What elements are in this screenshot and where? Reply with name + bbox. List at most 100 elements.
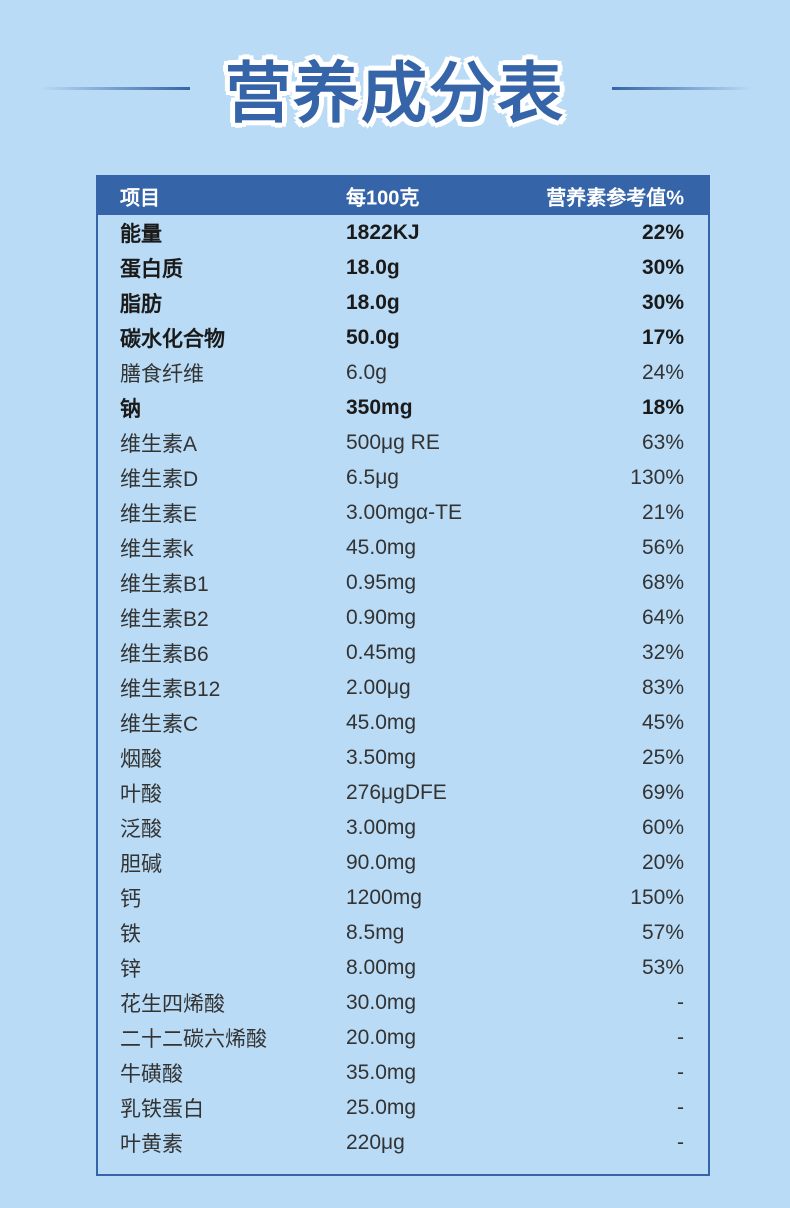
table-row: 叶酸 276μgDFE 69% (98, 775, 708, 810)
cell-nrv: 22% (641, 220, 684, 244)
cell-item: 叶酸 (120, 782, 162, 806)
table-row: 脂肪 18.0g 30% (98, 285, 708, 320)
title-divider-right (612, 87, 752, 90)
cell-per-100g: 0.45mg (346, 640, 417, 664)
table-row: 能量 1822KJ 22% (98, 215, 708, 250)
cell-per-100g: 25.0mg (346, 1095, 417, 1119)
cell-per-100g: 1822KJ (346, 220, 420, 244)
table-row: 牛磺酸 35.0mg - (98, 1055, 708, 1090)
cell-per-100g: 3.50mg (346, 745, 417, 769)
table-row: 钠 350mg 18% (98, 390, 708, 425)
cell-item: 锌 (120, 957, 141, 981)
table-row: 维生素E 3.00mgα-TE 21% (98, 495, 708, 530)
table-row: 维生素B1 0.95mg 68% (98, 565, 708, 600)
cell-nrv: 68% (641, 570, 684, 594)
table-row: 碳水化合物 50.0g 17% (98, 320, 708, 355)
cell-item: 维生素C (120, 712, 199, 736)
table-row: 泛酸 3.00mg 60% (98, 810, 708, 845)
cell-per-100g: 45.0mg (346, 535, 417, 559)
cell-per-100g: 8.00mg (346, 955, 417, 979)
cell-nrv: 150% (630, 885, 684, 909)
cell-per-100g: 18.0g (346, 290, 400, 314)
cell-per-100g: 50.0g (346, 325, 400, 349)
table-body: 能量 1822KJ 22% 蛋白质 18.0g 30% 脂肪 18.0g 30% 碳水化合物 50.… (98, 215, 708, 1160)
cell-per-100g: 0.95mg (346, 570, 417, 594)
table-row: 维生素B12 2.00μg 83% (98, 670, 708, 705)
page-title: 营养成分表 (225, 56, 565, 130)
cell-item: 铁 (120, 922, 141, 946)
cell-per-100g: 90.0mg (346, 850, 417, 874)
cell-item: 钠 (120, 397, 141, 421)
title-divider-left (40, 87, 190, 90)
cell-nrv: - (677, 1025, 684, 1049)
header-nrv: 营养素参考值% (546, 187, 684, 210)
cell-per-100g: 500μg RE (346, 430, 440, 454)
cell-item: 维生素B6 (120, 642, 209, 666)
cell-item: 维生素D (120, 467, 199, 491)
nutrition-table: 项目 每100克 营养素参考值% 能量 1822KJ 22% 蛋白质 18.0g 30% 脂… (96, 175, 710, 1176)
cell-nrv: 57% (641, 920, 684, 944)
cell-item: 维生素B12 (120, 677, 221, 701)
cell-nrv: 69% (641, 780, 684, 804)
cell-nrv: - (677, 1060, 684, 1084)
cell-item: 能量 (120, 222, 162, 246)
cell-item: 牛磺酸 (120, 1062, 183, 1086)
cell-nrv: 56% (641, 535, 684, 559)
table-row: 膳食纤维 6.0g 24% (98, 355, 708, 390)
cell-item: 泛酸 (120, 817, 162, 841)
cell-nrv: 45% (641, 710, 684, 734)
table-row: 二十二碳六烯酸 20.0mg - (98, 1020, 708, 1055)
header-item: 项目 (120, 187, 160, 210)
cell-item: 乳铁蛋白 (120, 1097, 204, 1121)
cell-nrv: 32% (641, 640, 684, 664)
table-row: 烟酸 3.50mg 25% (98, 740, 708, 775)
table-row: 乳铁蛋白 25.0mg - (98, 1090, 708, 1125)
cell-item: 碳水化合物 (120, 327, 225, 351)
table-row: 维生素B6 0.45mg 32% (98, 635, 708, 670)
cell-per-100g: 276μgDFE (346, 780, 447, 804)
cell-per-100g: 1200mg (346, 885, 422, 909)
cell-nrv: - (677, 990, 684, 1014)
table-header: 项目 每100克 营养素参考值% (98, 177, 708, 215)
table-row: 锌 8.00mg 53% (98, 950, 708, 985)
cell-nrv: 63% (641, 430, 684, 454)
cell-item: 膳食纤维 (120, 362, 204, 386)
cell-per-100g: 18.0g (346, 255, 400, 279)
cell-nrv: 64% (641, 605, 684, 629)
cell-per-100g: 6.0g (346, 360, 387, 384)
cell-per-100g: 20.0mg (346, 1025, 417, 1049)
cell-item: 胆碱 (120, 852, 162, 876)
cell-per-100g: 45.0mg (346, 710, 417, 734)
table-row: 维生素D 6.5μg 130% (98, 460, 708, 495)
cell-item: 脂肪 (120, 292, 162, 316)
table-row: 维生素A 500μg RE 63% (98, 425, 708, 460)
cell-item: 维生素A (120, 432, 198, 456)
table-row: 维生素C 45.0mg 45% (98, 705, 708, 740)
cell-nrv: - (677, 1095, 684, 1119)
cell-nrv: 20% (641, 850, 684, 874)
cell-per-100g: 8.5mg (346, 920, 405, 944)
table-row: 花生四烯酸 30.0mg - (98, 985, 708, 1020)
table-row: 维生素k 45.0mg 56% (98, 530, 708, 565)
cell-nrv: 25% (641, 745, 684, 769)
cell-per-100g: 30.0mg (346, 990, 417, 1014)
cell-nrv: 18% (641, 395, 684, 419)
cell-item: 钙 (120, 887, 141, 911)
cell-item: 蛋白质 (120, 257, 183, 281)
cell-nrv: 130% (630, 465, 684, 489)
table-row: 铁 8.5mg 57% (98, 915, 708, 950)
cell-item: 维生素k (120, 537, 194, 561)
cell-per-100g: 350mg (346, 395, 413, 419)
cell-per-100g: 3.00mgα-TE (346, 500, 463, 524)
table-row: 叶黄素 220μg - (98, 1125, 708, 1160)
cell-item: 二十二碳六烯酸 (120, 1027, 267, 1051)
cell-item: 维生素E (120, 502, 198, 526)
cell-nrv: 24% (641, 360, 684, 384)
cell-nrv: 30% (641, 290, 684, 314)
cell-per-100g: 35.0mg (346, 1060, 417, 1084)
cell-nrv: 21% (641, 500, 684, 524)
cell-nrv: - (677, 1130, 684, 1154)
table-row: 胆碱 90.0mg 20% (98, 845, 708, 880)
cell-item: 叶黄素 (120, 1132, 183, 1156)
cell-per-100g: 2.00μg (346, 675, 411, 699)
